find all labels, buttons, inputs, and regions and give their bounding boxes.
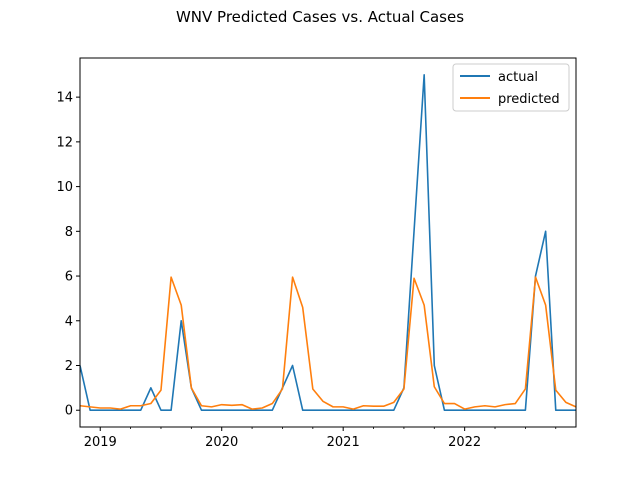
y-tick-label: 8	[65, 225, 73, 240]
x-tick-label: 2019	[84, 435, 117, 450]
legend: actual predicted	[452, 63, 570, 112]
chart-title: WNV Predicted Cases vs. Actual Cases	[176, 8, 464, 26]
series-line-predicted	[80, 276, 576, 410]
series-line-actual	[80, 73, 576, 412]
x-tick-label: 2020	[205, 435, 238, 450]
x-tick-label: 2022	[448, 435, 481, 450]
y-tick-label: 12	[56, 135, 73, 150]
y-tick-label: 10	[56, 180, 73, 195]
plot-frame	[79, 57, 577, 428]
x-tick-label: 2021	[327, 435, 360, 450]
y-tick-label: 0	[65, 404, 73, 419]
legend-label-actual: actual	[498, 70, 538, 85]
y-tick-label: 2	[65, 359, 73, 374]
y-tick-label: 6	[65, 270, 73, 285]
legend-label-predicted: predicted	[498, 92, 560, 107]
y-tick-label: 4	[65, 314, 73, 329]
y-tick-label: 14	[56, 91, 73, 106]
